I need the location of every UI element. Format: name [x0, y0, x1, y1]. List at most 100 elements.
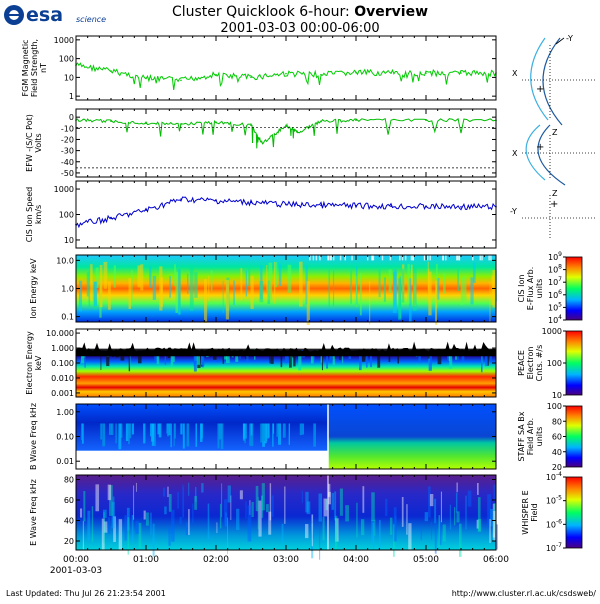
- panel-6-ytick-0-label: 80: [64, 476, 74, 485]
- page-subtitle: 2001-03-03 00:00-06:00: [220, 21, 379, 36]
- series-point-0-5: [250, 76, 252, 79]
- panels-group: 1000 100 10 1 FGM MagneticField Strength,nT 0…: [21, 35, 583, 561]
- series-point-0-10: [425, 72, 427, 74]
- line-panel-1-frame: [75, 108, 497, 178]
- source-url-link[interactable]: http://www.cluster.rl.ac.uk/csdsweb/: [452, 589, 597, 598]
- orbit-magnetopause-1: [530, 37, 549, 121]
- panel-6-ytick-1-label: 60: [64, 496, 74, 505]
- colorbar-5-tick-4: 20: [552, 463, 562, 472]
- colorbar-3-tick-1: 108: [548, 264, 562, 275]
- series-point-2-6: [285, 203, 287, 206]
- orbit-spacecraft-3-icon: +: [550, 199, 558, 210]
- spectrogram-fill-right: [328, 404, 496, 469]
- panel-2-ytick-2-label: 10: [64, 236, 74, 245]
- line-panel-1: 0 -10 -20 -30 -40 -50 EFW -(S/C Pot)Volts: [25, 108, 497, 178]
- panel-0-ylabel: FGM MagneticField Strength,nT: [21, 39, 48, 97]
- x-tick-label-5: 05:00: [413, 555, 439, 565]
- colorbar-6-label: WHISPER EField: [521, 490, 539, 534]
- orbit-label-0: -Y: [566, 34, 573, 43]
- series-point-0-8: [355, 71, 357, 74]
- series-point-2-9: [390, 205, 392, 208]
- orbit-spacecraft-1-icon: +: [536, 84, 544, 95]
- panel-5-ytick-0-label: 1.00: [56, 408, 74, 417]
- series-point-1-4: [215, 121, 217, 124]
- panel-0-ytick-3-label: 1: [69, 92, 74, 101]
- panel-2-ytick-0-label: 1000: [54, 185, 74, 194]
- x-tick-label-2: 02:00: [203, 555, 229, 565]
- panel-0-ytick-0-label: 1000: [54, 36, 74, 45]
- panel-2-ylabel: CIS Ion Speedkm/s: [25, 187, 43, 243]
- orbit-spacecraft-2-icon: +: [536, 142, 544, 153]
- x-tick-label-3: 03:00: [273, 555, 299, 565]
- orbit-label-1: X: [512, 69, 518, 78]
- colorbar-5-tick-1: 80: [552, 417, 562, 426]
- panel-0-ytick-2-label: 10: [64, 73, 74, 82]
- panel-1-ytick-3-label: -30: [61, 147, 74, 156]
- series-point-1-6: [261, 142, 264, 145]
- series-point-2-10: [425, 205, 427, 208]
- colorbar-3-label: CIS IonE-Flux Arb.units: [517, 267, 544, 311]
- panel-2-ytick-1-label: 100: [59, 211, 74, 220]
- orbit-bowshock-2: [537, 124, 566, 186]
- series-point-2-2: [145, 209, 147, 211]
- panel-5-ylabel: B Wave Freq kHz: [29, 403, 38, 470]
- orbit-bowshock-1: [542, 37, 563, 126]
- orbit-label-4: Z: [552, 189, 558, 198]
- last-updated-text: Last Updated: Thu Jul 26 21:23:54 2001: [6, 589, 166, 598]
- x-tick-label-1: 01:00: [133, 555, 159, 565]
- panel-3-ytick-1-label: 1.0: [61, 285, 74, 294]
- series-point-2-1: [110, 217, 112, 220]
- panel-1-ytick-1-label: -10: [61, 124, 74, 133]
- panel-1-ylabel: EFW -(S/C Pot)Volts: [25, 114, 43, 172]
- colorbar-4-label: PEACEElectronCnts. #/s: [517, 345, 544, 382]
- x-tick-label-0: 00:00: [63, 555, 89, 565]
- panel-6-ytick-3-label: 20: [64, 537, 74, 546]
- colorbar-5: [565, 405, 583, 468]
- panel-1-ytick-4-label: -40: [61, 158, 74, 167]
- colorbar-3-tick-0: 109: [548, 251, 562, 262]
- x-tick-label-4: 04:00: [343, 555, 369, 565]
- series-point-0-4: [215, 73, 217, 76]
- orbit-label-3: X: [512, 149, 518, 158]
- series-line-1: [75, 117, 497, 149]
- panel-0-ytick-1-label: 100: [59, 55, 74, 64]
- series-point-1-11: [425, 119, 427, 122]
- series-point-1-3: [180, 123, 182, 126]
- line-panel-0-frame: [75, 35, 497, 101]
- orbit-plots: -YX+ZX+Z-Y+: [510, 34, 596, 238]
- panel-4-ytick-2-label: 0.100: [51, 359, 74, 368]
- series-point-0-9: [390, 72, 392, 74]
- series-point-1-9: [320, 120, 322, 123]
- panel-6-ytick-2-label: 40: [64, 517, 74, 526]
- series-point-0-1: [110, 70, 112, 72]
- spectrogram-fill: [76, 475, 496, 550]
- page-title: Cluster Quicklook 6-hour: Overview: [172, 4, 428, 20]
- x-tick-label-6: 06:00: [483, 555, 509, 565]
- time-axis: 00:00 01:00 02:00 03:00 04:00 05:00 06:00 2001-…: [50, 555, 509, 576]
- colorbar-3-tick-4: 105: [548, 301, 562, 312]
- series-point-2-8: [355, 204, 357, 207]
- colorbar-6-tick-3: 10-7: [546, 542, 562, 553]
- series-point-0-11: [460, 72, 462, 74]
- colorbar-5-tick-3: 40: [552, 448, 562, 457]
- series-point-1-10: [355, 119, 357, 122]
- panel-3-ytick-2-label: 0.1: [61, 313, 74, 322]
- panel-1-ytick-2-label: -20: [61, 135, 74, 144]
- spectrogram-panel-6: 80 60 40 20 E Wave Freq kHz 10-4 10-5 10-6 10-7 W…: [29, 471, 583, 561]
- colorbar-6-tick-2: 10-6: [546, 518, 562, 529]
- line-panel-0: 1000 100 10 1 FGM MagneticField Strength,nT: [21, 35, 497, 101]
- spectrogram-panel-4: 10.000 1.000 0.100 0.010 0.001 Electron Energ…: [25, 327, 583, 400]
- panel-3-ytick-0-label: 10.0: [56, 256, 74, 265]
- esa-logo-text: esa: [26, 4, 63, 26]
- colorbar-6: [565, 476, 583, 549]
- colorbar-6-tick-1: 10-5: [546, 495, 562, 506]
- panel-4-ytick-3-label: 0.010: [51, 374, 74, 383]
- series-point-0-6: [285, 72, 287, 75]
- panel-3-ylabel: Ion Energy keV: [29, 258, 38, 319]
- colorbar-3-tick-3: 106: [548, 289, 562, 300]
- series-line-2: [75, 196, 497, 229]
- panel-4-ytick-1-label: 1.000: [51, 344, 74, 353]
- colorbar-4: [565, 330, 583, 396]
- esa-logo: esa science: [4, 4, 106, 26]
